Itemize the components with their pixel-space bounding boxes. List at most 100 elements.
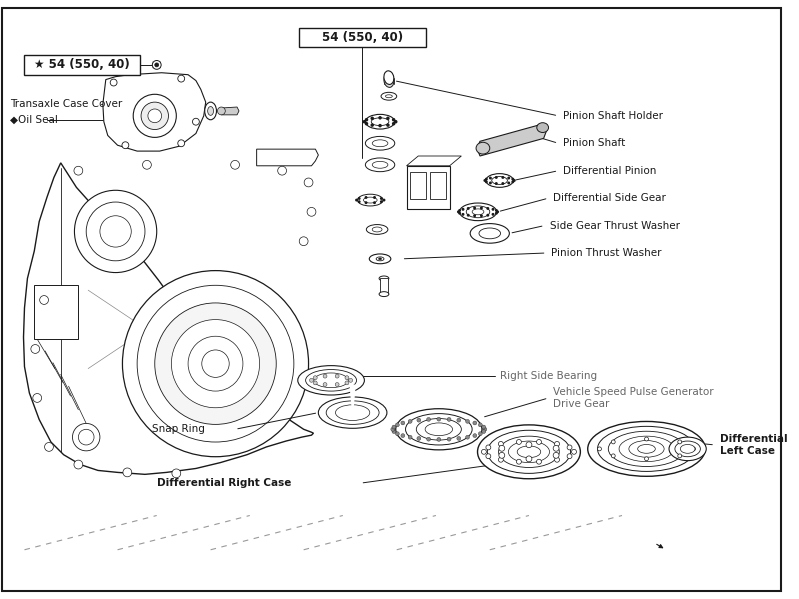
Circle shape xyxy=(123,468,132,477)
Ellipse shape xyxy=(470,223,509,243)
Circle shape xyxy=(427,418,431,421)
Circle shape xyxy=(373,201,376,204)
Circle shape xyxy=(73,423,100,451)
Circle shape xyxy=(598,447,602,451)
Circle shape xyxy=(74,190,157,273)
Ellipse shape xyxy=(365,137,395,150)
Circle shape xyxy=(499,457,503,462)
Circle shape xyxy=(278,167,287,175)
Circle shape xyxy=(323,374,327,378)
Ellipse shape xyxy=(491,177,507,184)
Circle shape xyxy=(553,452,559,458)
Circle shape xyxy=(489,177,492,180)
Circle shape xyxy=(447,437,451,441)
Ellipse shape xyxy=(406,414,472,445)
Circle shape xyxy=(401,421,405,425)
Circle shape xyxy=(457,210,460,213)
Ellipse shape xyxy=(372,227,382,232)
Circle shape xyxy=(378,116,382,120)
Circle shape xyxy=(645,457,649,461)
Circle shape xyxy=(40,295,49,304)
Ellipse shape xyxy=(487,430,570,473)
Circle shape xyxy=(378,124,382,128)
Circle shape xyxy=(499,441,503,446)
Circle shape xyxy=(193,118,199,125)
Bar xyxy=(34,285,78,339)
Circle shape xyxy=(33,394,42,403)
Polygon shape xyxy=(477,123,547,156)
Circle shape xyxy=(74,460,83,469)
Circle shape xyxy=(467,214,470,217)
Text: Pinion Thrust Washer: Pinion Thrust Washer xyxy=(551,248,662,258)
Ellipse shape xyxy=(608,431,685,467)
Ellipse shape xyxy=(205,102,217,120)
Circle shape xyxy=(345,381,349,385)
Circle shape xyxy=(571,449,576,454)
Circle shape xyxy=(392,118,396,122)
Circle shape xyxy=(480,214,483,217)
Circle shape xyxy=(457,437,461,440)
Ellipse shape xyxy=(379,258,382,260)
Circle shape xyxy=(122,271,308,456)
Circle shape xyxy=(487,207,489,210)
Circle shape xyxy=(408,419,412,423)
Circle shape xyxy=(458,211,461,214)
Circle shape xyxy=(401,434,405,437)
Circle shape xyxy=(482,425,486,429)
Circle shape xyxy=(486,445,491,450)
Circle shape xyxy=(555,457,559,462)
Circle shape xyxy=(501,176,504,179)
Text: Snap Ring: Snap Ring xyxy=(152,424,205,434)
Wedge shape xyxy=(350,385,355,413)
Circle shape xyxy=(537,440,542,444)
Circle shape xyxy=(458,209,461,212)
Ellipse shape xyxy=(425,423,452,435)
Ellipse shape xyxy=(336,405,370,420)
Circle shape xyxy=(335,374,339,378)
Text: Pinion Shaft: Pinion Shaft xyxy=(563,138,626,149)
Ellipse shape xyxy=(372,140,388,147)
Ellipse shape xyxy=(517,446,541,458)
Circle shape xyxy=(501,182,504,185)
Ellipse shape xyxy=(364,197,377,203)
Circle shape xyxy=(31,344,40,353)
Circle shape xyxy=(611,440,615,444)
Circle shape xyxy=(485,180,488,183)
Text: Differential Side Gear: Differential Side Gear xyxy=(554,193,666,203)
Circle shape xyxy=(304,178,313,187)
Circle shape xyxy=(499,452,505,458)
Circle shape xyxy=(495,211,498,214)
Circle shape xyxy=(437,437,441,441)
Ellipse shape xyxy=(478,425,580,479)
Circle shape xyxy=(371,123,374,127)
Ellipse shape xyxy=(365,114,395,129)
Circle shape xyxy=(678,454,682,458)
Ellipse shape xyxy=(369,254,391,264)
Circle shape xyxy=(396,423,400,427)
Circle shape xyxy=(555,441,559,446)
Ellipse shape xyxy=(499,436,559,467)
Circle shape xyxy=(178,140,185,147)
Bar xyxy=(411,172,426,199)
Circle shape xyxy=(313,376,317,380)
Circle shape xyxy=(386,117,390,120)
Circle shape xyxy=(491,213,495,216)
Polygon shape xyxy=(256,149,318,166)
Ellipse shape xyxy=(305,370,356,391)
Ellipse shape xyxy=(384,71,394,84)
Polygon shape xyxy=(407,156,461,166)
Circle shape xyxy=(462,213,464,216)
Circle shape xyxy=(371,117,374,120)
Circle shape xyxy=(491,208,495,211)
Ellipse shape xyxy=(357,194,383,206)
Circle shape xyxy=(348,379,352,382)
Ellipse shape xyxy=(476,143,490,154)
Ellipse shape xyxy=(537,123,549,132)
Circle shape xyxy=(466,419,470,423)
Circle shape xyxy=(645,437,649,441)
Text: Differential
Left Case: Differential Left Case xyxy=(720,434,788,456)
Ellipse shape xyxy=(153,60,161,69)
Ellipse shape xyxy=(326,401,379,424)
Ellipse shape xyxy=(598,426,695,471)
Circle shape xyxy=(447,418,451,421)
